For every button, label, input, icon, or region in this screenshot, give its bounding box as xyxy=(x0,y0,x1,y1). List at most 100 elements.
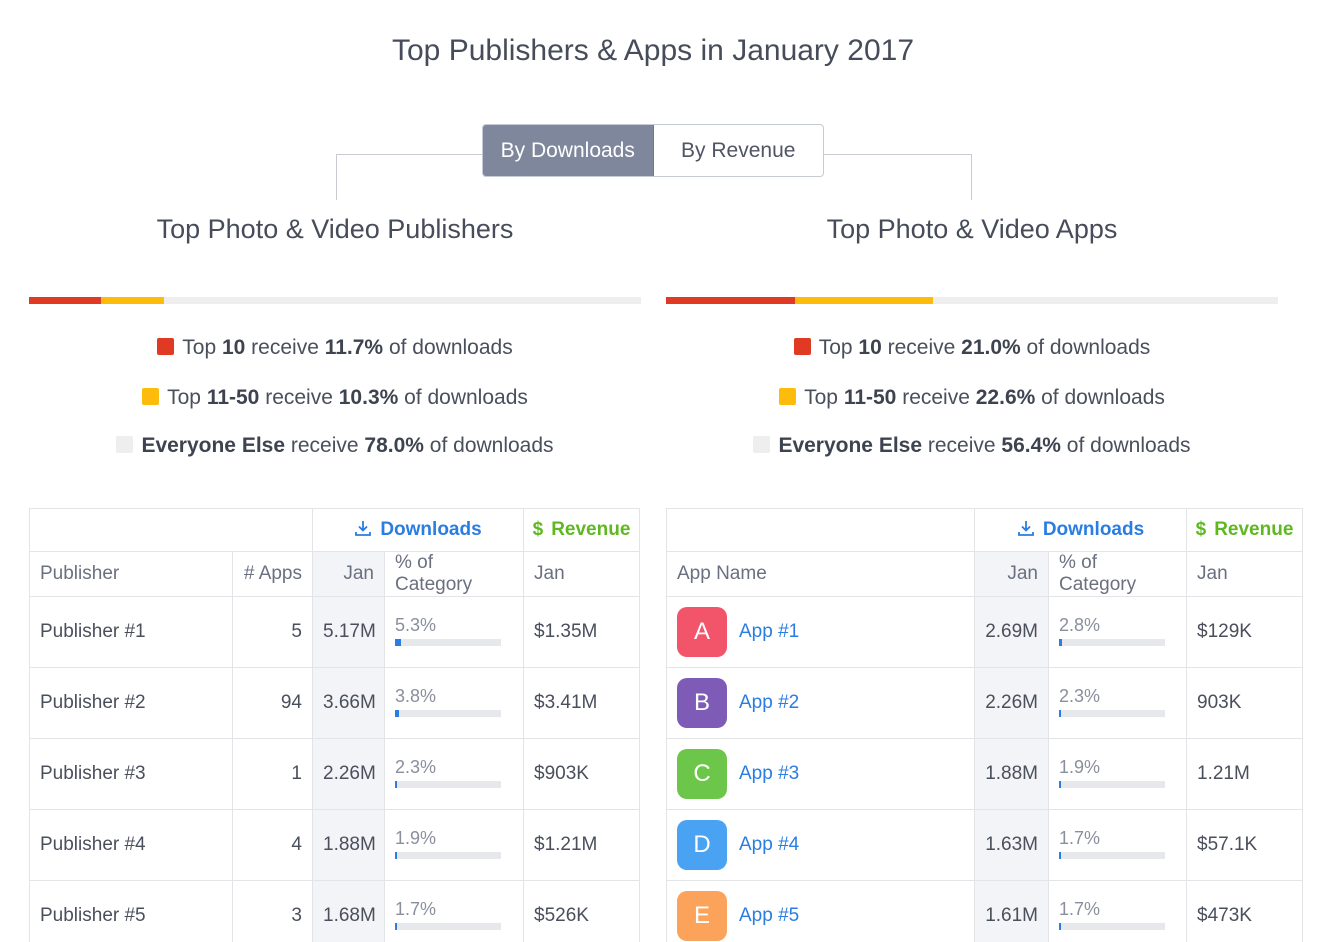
downloads-jan: 1.68M xyxy=(312,880,385,942)
apps-title: Top Photo & Video Apps xyxy=(826,214,1118,244)
table-row[interactable]: E App #5 1.61M 1.7% $473K xyxy=(666,880,1303,942)
pct-bar-fill xyxy=(395,639,401,646)
app-link[interactable]: App #2 xyxy=(739,692,800,713)
table-row[interactable]: D App #4 1.63M 1.7% $57.1K xyxy=(666,809,1303,881)
table-row[interactable]: Publisher #5 3 1.68M 1.7% $526K xyxy=(29,880,640,942)
app-icon[interactable]: D xyxy=(677,820,727,870)
page-title: Top Publishers & Apps in January 2017 xyxy=(392,34,914,67)
revenue-jan: 1.21M xyxy=(1186,738,1303,810)
connector-right xyxy=(822,154,972,200)
pct-label: 1.7% xyxy=(395,899,437,919)
downloads-jan: 1.63M xyxy=(974,809,1049,881)
app-icon[interactable]: A xyxy=(677,607,727,657)
pct-bar xyxy=(1059,639,1165,646)
col-apps[interactable]: # Apps xyxy=(232,551,313,597)
app-name-cell: A App #1 xyxy=(666,596,975,668)
col-pct[interactable]: % of Category xyxy=(1048,551,1187,597)
revenue-group-header[interactable]: $ Revenue xyxy=(1186,508,1303,552)
table-group-header: Downloads $ Revenue xyxy=(666,508,1303,552)
app-link[interactable]: App #3 xyxy=(739,763,800,784)
share-top10 xyxy=(29,297,101,304)
table-column-header: App Name Jan % of Category Jan xyxy=(666,551,1303,597)
legend-everyone-else: Everyone Else receive 78.0% of downloads xyxy=(29,434,641,458)
pct-bar-fill xyxy=(395,923,397,930)
share-top10 xyxy=(666,297,795,304)
connector-left xyxy=(336,154,484,200)
download-icon xyxy=(1017,521,1034,536)
apps-count: 5 xyxy=(232,596,313,668)
by-revenue-button[interactable]: By Revenue xyxy=(681,138,796,162)
by-downloads-button[interactable]: By Downloads xyxy=(483,125,654,176)
downloads-jan: 5.17M xyxy=(312,596,385,668)
publisher-link[interactable]: Publisher #2 xyxy=(29,667,233,739)
swatch-red xyxy=(157,338,175,355)
downloads-group-header[interactable]: Downloads xyxy=(312,508,524,552)
col-jan[interactable]: Jan xyxy=(974,551,1049,597)
pct-bar-fill xyxy=(395,852,397,859)
pct-label: 1.7% xyxy=(1059,828,1101,848)
revenue-jan: 903K xyxy=(1186,667,1303,739)
pct-bar xyxy=(1059,923,1165,930)
apps-count: 4 xyxy=(232,809,313,881)
revenue-group-header[interactable]: $ Revenue xyxy=(523,508,640,552)
pct-bar-fill xyxy=(1059,852,1061,859)
publisher-link[interactable]: Publisher #4 xyxy=(29,809,233,881)
table-row[interactable]: Publisher #1 5 5.17M 5.3% $1.35M xyxy=(29,596,640,668)
app-name-cell: E App #5 xyxy=(666,880,975,942)
pct-bar xyxy=(395,852,501,859)
pct-label: 1.7% xyxy=(1059,899,1101,919)
pct-bar-fill xyxy=(395,710,400,717)
app-link[interactable]: App #4 xyxy=(739,834,800,855)
publisher-link[interactable]: Publisher #3 xyxy=(29,738,233,810)
publishers-table: Downloads $ Revenue Publisher # Apps Jan … xyxy=(29,508,640,942)
pct-bar xyxy=(395,781,501,788)
pct-bar xyxy=(395,639,501,646)
pct-cell: 2.3% xyxy=(384,738,524,810)
col-pct[interactable]: % of Category xyxy=(384,551,524,597)
pct-cell: 1.7% xyxy=(384,880,524,942)
revenue-jan: $3.41M xyxy=(523,667,640,739)
legend-top10: Top 10 receive 21.0% of downloads xyxy=(666,336,1278,360)
table-row[interactable]: A App #1 2.69M 2.8% $129K xyxy=(666,596,1303,668)
apps-count: 1 xyxy=(232,738,313,810)
col-publisher[interactable]: Publisher xyxy=(29,551,233,597)
app-link[interactable]: App #1 xyxy=(739,621,800,642)
table-row[interactable]: Publisher #4 4 1.88M 1.9% $1.21M xyxy=(29,809,640,881)
pct-cell: 3.8% xyxy=(384,667,524,739)
pct-cell: 1.9% xyxy=(384,809,524,881)
table-row[interactable]: B App #2 2.26M 2.3% 903K xyxy=(666,667,1303,739)
table-group-header: Downloads $ Revenue xyxy=(29,508,640,552)
pct-cell: 1.7% xyxy=(1048,809,1187,881)
app-icon[interactable]: C xyxy=(677,749,727,799)
legend-everyone-else: Everyone Else receive 56.4% of downloads xyxy=(666,434,1278,458)
pct-label: 5.3% xyxy=(395,615,437,635)
share-top11-50 xyxy=(100,297,164,304)
pct-bar xyxy=(395,710,501,717)
table-row[interactable]: Publisher #3 1 2.26M 2.3% $903K xyxy=(29,738,640,810)
revenue-jan: $1.35M xyxy=(523,596,640,668)
legend-top11-50: Top 11-50 receive 10.3% of downloads xyxy=(29,386,641,410)
app-icon[interactable]: E xyxy=(677,891,727,941)
pct-bar xyxy=(1059,710,1165,717)
pct-bar-fill xyxy=(1059,781,1061,788)
downloads-jan: 1.88M xyxy=(974,738,1049,810)
swatch-yellow xyxy=(779,388,797,405)
table-row[interactable]: C App #3 1.88M 1.9% 1.21M xyxy=(666,738,1303,810)
publisher-link[interactable]: Publisher #1 xyxy=(29,596,233,668)
swatch-gray xyxy=(116,436,134,453)
col-jan[interactable]: Jan xyxy=(312,551,385,597)
table-row[interactable]: Publisher #2 94 3.66M 3.8% $3.41M xyxy=(29,667,640,739)
col-rev-jan[interactable]: Jan xyxy=(1186,551,1303,597)
pct-bar-fill xyxy=(1059,639,1062,646)
app-name-cell: B App #2 xyxy=(666,667,975,739)
app-link[interactable]: App #5 xyxy=(739,905,800,926)
app-icon[interactable]: B xyxy=(677,678,727,728)
col-app-name[interactable]: App Name xyxy=(666,551,975,597)
publisher-link[interactable]: Publisher #5 xyxy=(29,880,233,942)
downloads-jan: 2.26M xyxy=(312,738,385,810)
downloads-group-header[interactable]: Downloads xyxy=(974,508,1187,552)
downloads-jan: 1.88M xyxy=(312,809,385,881)
col-rev-jan[interactable]: Jan xyxy=(523,551,640,597)
pct-bar-fill xyxy=(395,781,398,788)
